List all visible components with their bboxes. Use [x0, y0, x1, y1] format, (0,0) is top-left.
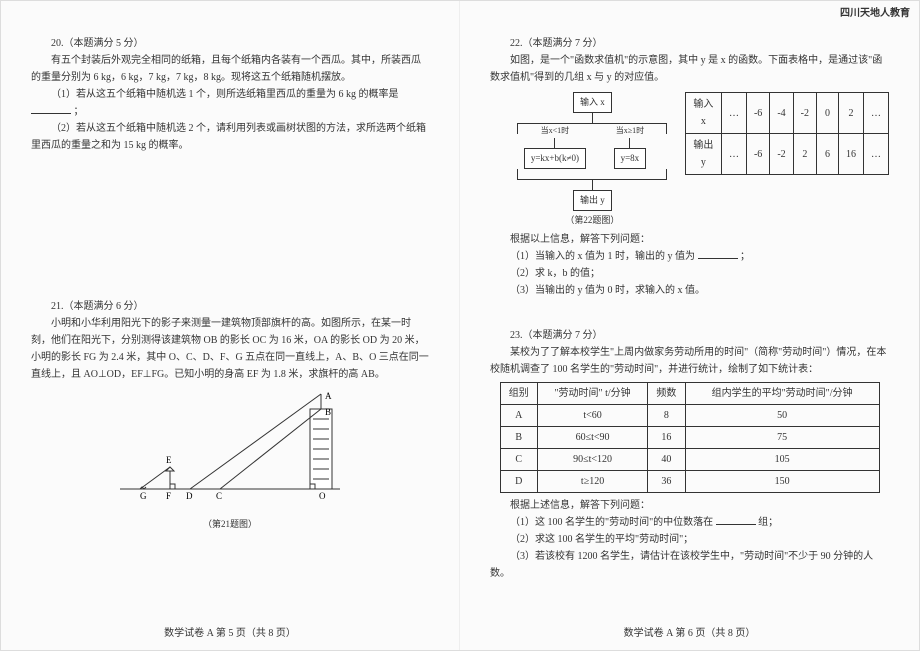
q22-l4: （2）求 k，b 的值； [490, 265, 889, 282]
q23-l3b: 组； [758, 517, 778, 528]
q23-l2: 根据上述信息，解答下列问题： [490, 497, 889, 514]
io-r1c1: … [721, 93, 746, 134]
rA2: 8 [648, 404, 685, 426]
fc-output: 输出 y [573, 190, 612, 211]
q20-line1: 有五个封装后外观完全相同的纸箱，且每个纸箱内各装有一个西瓜。其中，所装西瓜的重量… [31, 52, 429, 86]
q20-title: 20.（本题满分 5 分） [31, 35, 429, 52]
io-r2c4: 2 [793, 134, 816, 175]
io-r1c6: 2 [839, 93, 864, 134]
q23-l1: 某校为了了解本校学生"上周内做家务劳动所用的时间"（简称"劳动时间"）情况，在本… [490, 344, 889, 378]
svg-text:E: E [166, 455, 172, 465]
io-r1c0: 输入 x [685, 93, 721, 134]
q22-l3b: ； [740, 251, 750, 262]
q20-l2b: ； [74, 106, 84, 117]
fc-cond-r: 当x≥1时 [616, 124, 644, 138]
q22-l3a: （1）当输入的 x 值为 1 时，输出的 y 值为 [510, 251, 695, 262]
q23-table: 组别 "劳动时间" t/分钟 频数 组内学生的平均"劳动时间"/分钟 A t<6… [500, 382, 880, 493]
q22-blank [698, 250, 738, 259]
svg-text:D: D [186, 491, 193, 501]
rC2: 40 [648, 448, 685, 470]
io-r1c5: 0 [817, 93, 839, 134]
io-r2c3: -2 [770, 134, 793, 175]
io-r1c7: … [864, 93, 889, 134]
page-6: 22.（本题满分 7 分） 如图，是一个"函数求值机"的示意图，其中 y 是 x… [460, 1, 919, 650]
q22-title: 22.（本题满分 7 分） [490, 35, 889, 52]
q22-l5: （3）当输出的 y 值为 0 时，求输入的 x 值。 [490, 282, 889, 299]
th2: 频数 [648, 382, 685, 404]
q22-io-table: 输入 x … -6 -4 -2 0 2 … 输出 y … -6 -2 2 6 1… [685, 92, 889, 175]
svg-text:C: C [216, 491, 222, 501]
exam-sheet: 20.（本题满分 5 分） 有五个封装后外观完全相同的纸箱，且每个纸箱内各装有一… [0, 0, 920, 651]
q22-line1: 如图，是一个"函数求值机"的示意图，其中 y 是 x 的函数。下面表格中，是通过… [490, 52, 889, 86]
th0: 组别 [500, 382, 537, 404]
rB1: 60≤t<90 [537, 426, 647, 448]
th3: 组内学生的平均"劳动时间"/分钟 [685, 382, 879, 404]
page-5: 20.（本题满分 5 分） 有五个封装后外观完全相同的纸箱，且每个纸箱内各装有一… [1, 1, 460, 650]
io-r2c1: … [721, 134, 746, 175]
io-r2c2: -6 [746, 134, 769, 175]
rC1: 90≤t<120 [537, 448, 647, 470]
rB3: 75 [685, 426, 879, 448]
q23-l4: （2）求这 100 名学生的平均"劳动时间"； [490, 531, 889, 548]
svg-text:O: O [319, 491, 326, 501]
q22-l3: （1）当输入的 x 值为 1 时，输出的 y 值为 ； [490, 248, 889, 265]
svg-text:F: F [166, 491, 171, 501]
q20-line2: （1）若从这五个纸箱中随机选 1 个，则所选纸箱里西瓜的重量为 6 kg 的概率… [31, 86, 429, 120]
io-r2c7: … [864, 134, 889, 175]
q23-l3a: （1）这 100 名学生的"劳动时间"的中位数落在 [510, 517, 713, 528]
io-r1c3: -4 [770, 93, 793, 134]
q20-blank [31, 105, 71, 114]
rD0: D [500, 470, 537, 492]
q23-title: 23.（本题满分 7 分） [490, 327, 889, 344]
footer-right: 数学试卷 A 第 6 页（共 8 页） [460, 625, 919, 642]
rC0: C [500, 448, 537, 470]
q22-l2: 根据以上信息，解答下列问题： [490, 231, 889, 248]
q23-l3: （1）这 100 名学生的"劳动时间"的中位数落在 组； [490, 514, 889, 531]
io-r2c0: 输出 y [685, 134, 721, 175]
q21-figure: A B O E F G D C （第21题图） [31, 389, 429, 532]
fc-left: y=kx+b(k≠0) [524, 148, 586, 169]
rA0: A [500, 404, 537, 426]
rA3: 50 [685, 404, 879, 426]
q23-l5: （3）若该校有 1200 名学生，请估计在该校学生中，"劳动时间"不少于 90 … [490, 548, 889, 582]
io-r2c5: 6 [817, 134, 839, 175]
io-r1c2: -6 [746, 93, 769, 134]
fc-cond-l: 当x<1时 [541, 124, 570, 138]
q23-blank [716, 516, 756, 525]
rB0: B [500, 426, 537, 448]
q20-l2a: （1）若从这五个纸箱中随机选 1 个，则所选纸箱里西瓜的重量为 6 kg 的概率… [51, 89, 399, 100]
svg-text:A: A [325, 391, 332, 401]
q21-caption: （第21题图） [31, 517, 429, 532]
rD1: t≥120 [537, 470, 647, 492]
rB2: 16 [648, 426, 685, 448]
io-r1c4: -2 [793, 93, 816, 134]
footer-left: 数学试卷 A 第 5 页（共 8 页） [1, 625, 459, 642]
rD2: 36 [648, 470, 685, 492]
svg-text:G: G [140, 491, 147, 501]
fc-right: y=8x [614, 148, 647, 169]
rC3: 105 [685, 448, 879, 470]
io-r2c6: 16 [839, 134, 864, 175]
rD3: 150 [685, 470, 879, 492]
svg-text:B: B [325, 407, 331, 417]
rA1: t<60 [537, 404, 647, 426]
th1: "劳动时间" t/分钟 [537, 382, 647, 404]
q21-title: 21.（本题满分 6 分） [31, 298, 429, 315]
q22-flowchart: 输入 x 当x<1时 y=kx+b(k≠0) 当x≥1时 y=8x [510, 92, 675, 229]
q20-line3: （2）若从这五个纸箱中随机选 2 个，请利用列表或画树状图的方法，求所选两个纸箱… [31, 120, 429, 154]
fc-input: 输入 x [573, 92, 612, 113]
q22-caption: （第22题图） [510, 213, 675, 228]
q21-line1: 小明和小华利用阳光下的影子来测量一建筑物顶部旗杆的高。如图所示，在某一时刻，他们… [31, 315, 429, 383]
